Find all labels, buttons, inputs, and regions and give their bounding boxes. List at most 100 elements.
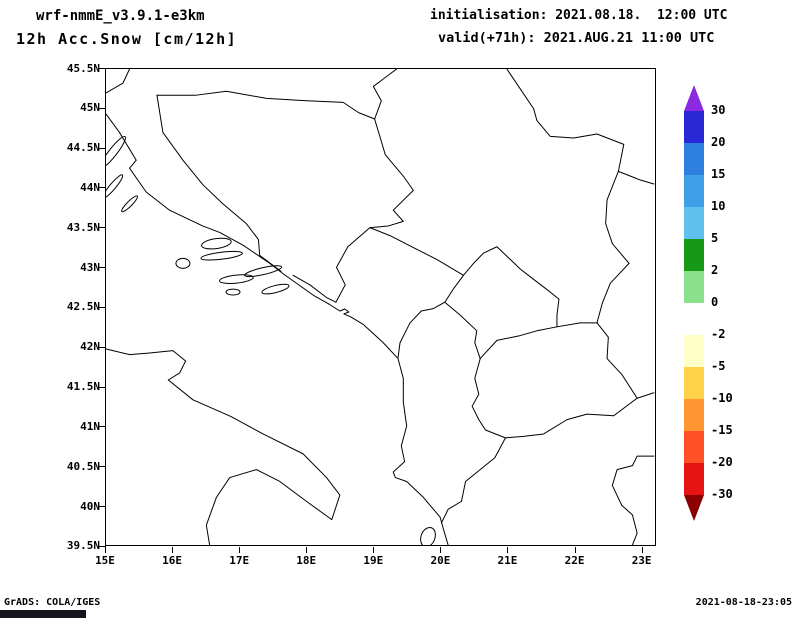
island-mljet: [261, 283, 290, 295]
border-greece-bulgaria: [636, 392, 655, 399]
lon-tick-label: 23E: [631, 554, 652, 567]
colorbar-level-label: 0: [711, 295, 719, 309]
border-serbia-bulgaria: [596, 170, 630, 324]
valid-time: valid(+71h): 2021.AUG.21 11:00 UTC: [438, 30, 715, 46]
lon-tick-mark: [306, 547, 308, 553]
border-bosnia-serbia-drina: [369, 118, 414, 229]
colorbar: 30 20 15 10 5 2 0 -2 -5 -10 -15 -20 -30: [684, 85, 754, 521]
island-corfu: [420, 526, 436, 545]
island-korcula: [219, 274, 254, 284]
lon-tick-mark: [507, 547, 509, 553]
lat-tick-label: 45N: [80, 101, 100, 115]
colorbar-level-label: -20: [711, 455, 733, 469]
colorbar-level-label: 15: [711, 167, 726, 181]
colorbar-segment: [684, 399, 704, 431]
initialisation-time: initialisation: 2021.08.18. 12:00 UTC: [430, 8, 728, 23]
border-croatia-serbia: [372, 69, 398, 120]
colorbar-arrow-below-min: [684, 495, 704, 521]
lat-tick-label: 41N: [80, 419, 100, 433]
border-kosovo: [444, 246, 560, 360]
lat-tick-label: 41.5N: [66, 380, 100, 394]
lon-tick-label: 19E: [363, 554, 384, 567]
colorbar-level-label: -10: [711, 391, 733, 405]
island-kornati: [121, 195, 138, 213]
lon-tick-mark: [373, 547, 375, 553]
lon-tick-label: 22E: [564, 554, 585, 567]
creation-timestamp: 2021-08-18-23:05: [695, 597, 792, 608]
border-albania-macedonia: [471, 358, 506, 439]
colorbar-segment: [684, 239, 704, 271]
lat-tick-label: 43.5N: [66, 220, 100, 234]
lon-tick-mark: [440, 547, 442, 553]
lat-tick-label: 40.5N: [66, 459, 100, 473]
colorbar-segment: [684, 175, 704, 207]
lat-tick-label: 39.5N: [66, 539, 100, 553]
lon-tick-mark: [105, 547, 106, 553]
colorbar-level-label: -2: [711, 327, 726, 341]
coastline-adriatic-balkan: [106, 113, 449, 545]
lon-tick-mark: [172, 547, 174, 553]
model-name: wrf-nmmE_v3.9.1-e3km: [36, 8, 205, 24]
colorbar-arrow-above-max: [684, 85, 704, 111]
border-macedonia-bulgaria: [596, 322, 638, 399]
border-albania-greece: [440, 437, 506, 524]
border-romania-bulgaria-danube: [617, 170, 655, 185]
lon-tick-mark: [641, 547, 643, 553]
colorbar-segment: [684, 431, 704, 463]
colorbar-level-label: 20: [711, 135, 726, 149]
colorbar-segment: [684, 335, 704, 367]
coastline-italy: [106, 348, 341, 545]
field-title: 12h Acc.Snow [cm/12h]: [16, 30, 238, 48]
colorbar-level-label: -30: [711, 487, 733, 501]
lon-tick-mark: [239, 547, 241, 553]
lat-tick-label: 42.5N: [66, 300, 100, 314]
colorbar-segment: [684, 111, 704, 143]
taskbar-fragment: [0, 610, 86, 618]
lon-tick-label: 17E: [229, 554, 250, 567]
lon-tick-label: 18E: [296, 554, 317, 567]
colorbar-segment: [684, 463, 704, 495]
island-brac: [201, 237, 232, 250]
colorbar-level-label: 10: [711, 199, 726, 213]
colorbar-segment: [684, 303, 704, 335]
border-slovenia-croatia: [106, 69, 131, 94]
border-macedonia-greece: [504, 397, 638, 439]
lat-tick-label: 42N: [80, 340, 100, 354]
lat-tick-label: 44N: [80, 180, 100, 194]
colorbar-level-label: 30: [711, 103, 726, 117]
map-frame: [105, 68, 656, 546]
colorbar-segment: [684, 271, 704, 303]
border-montenegro-albania: [397, 301, 446, 359]
colorbar-level-label: 2: [711, 263, 719, 277]
lon-tick-mark: [574, 547, 576, 553]
lat-tick-label: 44.5N: [66, 141, 100, 155]
island-vis: [175, 257, 191, 269]
map-canvas: [106, 69, 655, 545]
colorbar-segment: [684, 143, 704, 175]
island-hvar: [200, 250, 243, 261]
coastline-greece-thermaic: [611, 455, 655, 545]
lat-tick-label: 45.5N: [66, 61, 100, 75]
border-croatia-bosnia-west: [156, 94, 337, 303]
island-dugi-otok: [106, 174, 124, 199]
grads-credit: GrADS: COLA/IGES: [4, 597, 101, 608]
lat-tick-mark: [99, 545, 106, 547]
border-serbia-romania: [506, 69, 625, 172]
lon-tick-label: 16E: [162, 554, 183, 567]
colorbar-segment: [684, 207, 704, 239]
island-lastovo: [225, 288, 241, 296]
border-serbia-montenegro: [369, 227, 464, 276]
lon-tick-label: 15E: [95, 554, 115, 567]
peninsula-peljesac: [244, 265, 283, 278]
border-croatia-bosnia-sava: [156, 90, 376, 120]
island-pag: [106, 135, 126, 169]
lat-tick-label: 43N: [80, 260, 100, 274]
colorbar-level-label: 5: [711, 231, 719, 245]
lat-tick-label: 40N: [80, 499, 100, 513]
lon-tick-label: 21E: [497, 554, 518, 567]
colorbar-level-label: -5: [711, 359, 726, 373]
colorbar-level-label: -15: [711, 423, 733, 437]
colorbar-segment: [684, 367, 704, 399]
border-bosnia-montenegro: [335, 227, 371, 303]
